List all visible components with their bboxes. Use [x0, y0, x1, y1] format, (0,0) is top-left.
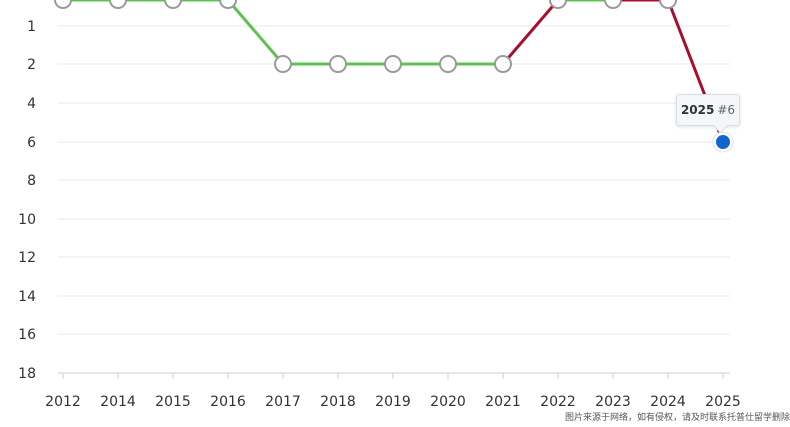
x-tick-label: 2021 — [485, 394, 521, 410]
tooltip-rank: #6 — [717, 103, 736, 117]
watermark-text: 图片来源于网络，如有侵权，请及时联系托普仕留学删除 — [564, 413, 790, 423]
y-tick-label: 12 — [18, 250, 36, 266]
series-points — [54, 0, 734, 153]
line-segment-rise — [226, 0, 285, 66]
line-segment-decline — [501, 0, 560, 66]
x-tick-label: 2018 — [320, 394, 356, 410]
x-tick-label: 2019 — [375, 394, 411, 410]
y-tick-label: 8 — [27, 173, 36, 189]
data-point — [549, 0, 567, 9]
y-tick-label: 4 — [27, 96, 36, 112]
data-point — [659, 0, 677, 9]
y-tick-label: 6 — [27, 135, 36, 151]
series-lines — [61, 0, 725, 144]
hover-tooltip: 2025 #6 — [676, 94, 740, 126]
x-tick-label: 2016 — [210, 394, 246, 410]
x-axis: 2012 2014 2015 2016 2017 2018 2019 2020 2021 2022… — [45, 373, 741, 410]
data-point — [439, 55, 457, 73]
data-point — [109, 0, 127, 9]
y-tick-label: 1 — [27, 19, 36, 35]
y-tick-label: 16 — [18, 327, 36, 343]
x-tick-label: 2024 — [650, 394, 686, 410]
data-point — [384, 55, 402, 73]
x-tick-label: 2012 — [45, 394, 81, 410]
x-tick-label: 2022 — [540, 394, 576, 410]
y-tick-label: 18 — [18, 366, 36, 382]
data-point — [604, 0, 622, 9]
data-point — [164, 0, 182, 9]
data-point — [219, 0, 237, 9]
y-tick-label: 2 — [27, 57, 36, 73]
x-tick-label: 2020 — [430, 394, 466, 410]
gridlines — [58, 25, 730, 374]
y-tick-label: 14 — [18, 289, 36, 305]
tooltip-year: 2025 — [680, 103, 715, 117]
data-point-highlighted — [714, 133, 732, 151]
data-point — [274, 55, 292, 73]
x-tick-label: 2023 — [595, 394, 631, 410]
data-point — [494, 55, 512, 73]
data-point — [329, 55, 347, 73]
x-tick-label: 2025 — [705, 394, 741, 410]
y-tick-label: 10 — [18, 212, 36, 228]
x-tick-label: 2014 — [100, 394, 136, 410]
data-point — [54, 0, 72, 9]
x-tick-label: 2015 — [155, 394, 191, 410]
x-tick-label: 2017 — [265, 394, 301, 410]
